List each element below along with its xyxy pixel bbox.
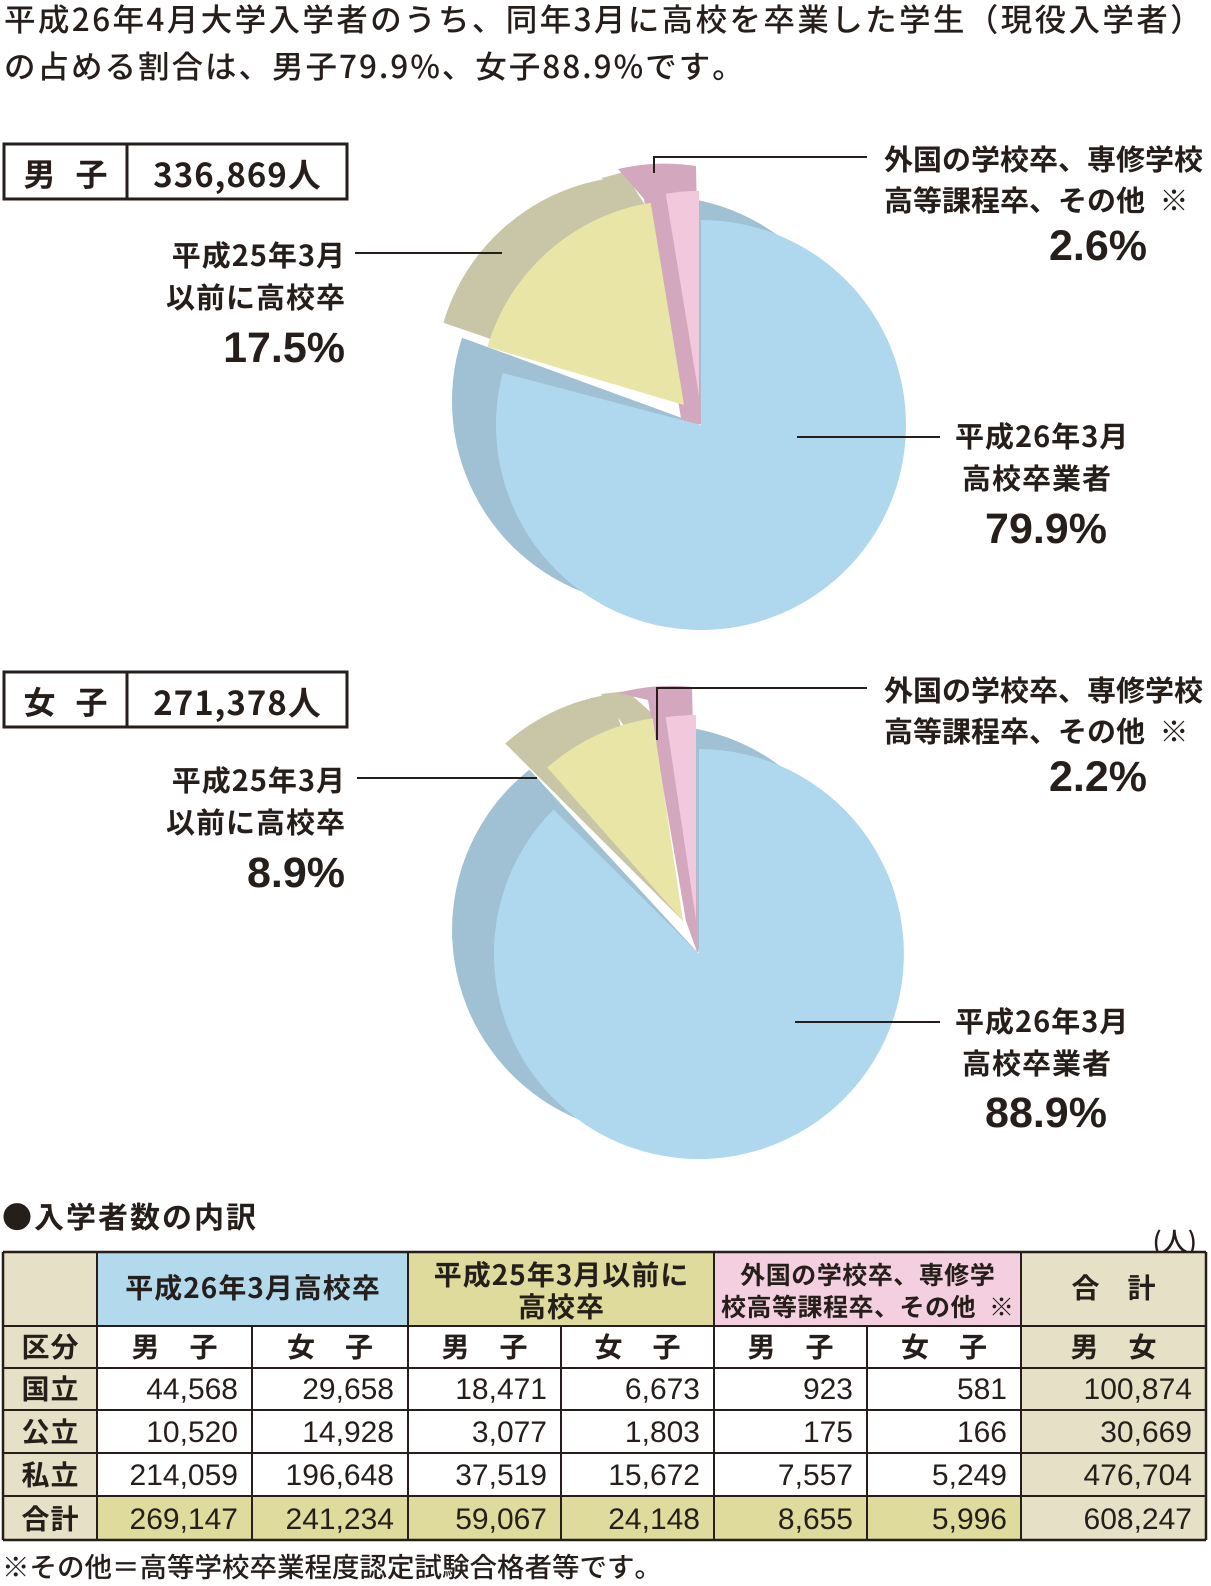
svg-text:44,568: 44,568 (146, 1373, 238, 1406)
svg-text:30,669: 30,669 (1100, 1416, 1192, 1449)
svg-text:269,147: 269,147 (130, 1503, 238, 1536)
svg-text:2.6%: 2.6% (1049, 222, 1147, 270)
svg-text:15,672: 15,672 (608, 1459, 700, 1492)
svg-text:608,247: 608,247 (1084, 1503, 1192, 1536)
svg-text:8,655: 8,655 (778, 1503, 853, 1536)
svg-text:88.9%: 88.9% (985, 1089, 1107, 1137)
svg-text:196,648: 196,648 (286, 1459, 394, 1492)
svg-text:14,928: 14,928 (302, 1416, 394, 1449)
svg-text:581: 581 (957, 1373, 1007, 1406)
svg-text:8.9%: 8.9% (247, 849, 345, 897)
svg-text:18,471: 18,471 (455, 1373, 547, 1406)
svg-text:100,874: 100,874 (1084, 1373, 1192, 1406)
svg-text:2.2%: 2.2% (1049, 753, 1147, 801)
svg-text:24,148: 24,148 (608, 1503, 700, 1536)
svg-text:923: 923 (803, 1373, 853, 1406)
svg-text:166: 166 (957, 1416, 1007, 1449)
svg-text:175: 175 (803, 1416, 853, 1449)
svg-text:5,996: 5,996 (932, 1503, 1007, 1536)
svg-text:1,803: 1,803 (625, 1416, 700, 1449)
svg-text:7,557: 7,557 (778, 1459, 853, 1492)
svg-text:79.9%: 79.9% (985, 505, 1107, 553)
svg-text:10,520: 10,520 (146, 1416, 238, 1449)
svg-text:17.5%: 17.5% (223, 324, 345, 372)
svg-text:6,673: 6,673 (625, 1373, 700, 1406)
svg-text:476,704: 476,704 (1084, 1459, 1192, 1492)
svg-text:241,234: 241,234 (286, 1503, 394, 1536)
svg-text:3,077: 3,077 (472, 1416, 547, 1449)
svg-text:214,059: 214,059 (130, 1459, 238, 1492)
svg-text:5,249: 5,249 (932, 1459, 1007, 1492)
svg-text:37,519: 37,519 (455, 1459, 547, 1492)
svg-text:29,658: 29,658 (302, 1373, 394, 1406)
svg-text:59,067: 59,067 (455, 1503, 547, 1536)
